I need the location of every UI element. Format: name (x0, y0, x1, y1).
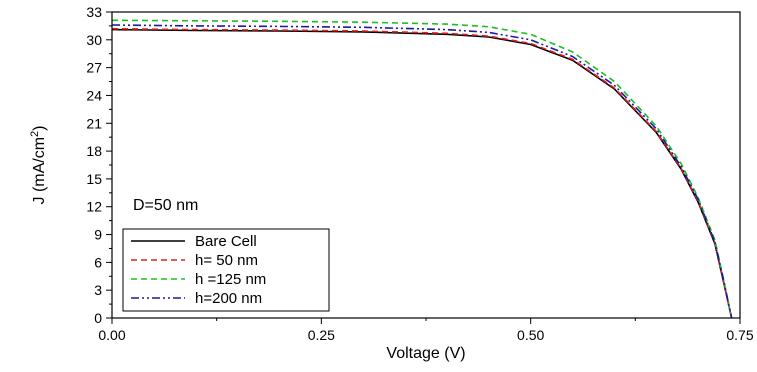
x-tick-label: 0.00 (98, 327, 125, 343)
legend-label-3: h =125 nm (195, 271, 266, 288)
x-tick-label: 0.25 (308, 327, 335, 343)
legend: Bare Cell h= 50 nm h =125 nm h=200 nm (122, 228, 330, 312)
y-tick-label: 24 (86, 87, 102, 103)
y-axis-title-superscript: 2 (29, 131, 41, 137)
x-tick-label: 0.50 (517, 327, 544, 343)
y-tick-label: 27 (86, 60, 102, 76)
legend-label-4: h=200 nm (195, 290, 262, 307)
y-tick-label: 3 (94, 282, 102, 298)
y-tick-label: 21 (86, 115, 102, 131)
y-tick-label: 0 (94, 310, 102, 326)
series-line-3 (111, 19, 733, 319)
y-axis-ticks: 0 3 6 9 12 15 18 21 24 27 30 33 (86, 4, 112, 326)
y-axis-title: J (mA/cm2) (29, 126, 48, 205)
legend-label-1: Bare Cell (195, 233, 257, 250)
y-tick-label: 18 (86, 143, 102, 159)
y-axis-title-main: J (mA/cm (31, 137, 48, 205)
y-tick-label: 12 (86, 199, 102, 215)
series-line-4 (111, 24, 733, 319)
series-layer (111, 19, 733, 319)
y-tick-label: 6 (94, 254, 102, 270)
y-axis-title-close: ) (31, 126, 48, 131)
series-line-2 (111, 27, 733, 319)
y-tick-label: 33 (86, 4, 102, 20)
annotation-diameter: D=50 nm (133, 197, 198, 214)
x-axis-ticks: 0.00 0.25 0.50 0.75 (98, 318, 754, 343)
x-axis-title: Voltage (V) (386, 345, 465, 362)
svg-text:J (mA/cm2): J (mA/cm2) (29, 126, 48, 205)
y-tick-label: 30 (86, 32, 102, 48)
y-tick-label: 15 (86, 171, 102, 187)
x-tick-label: 0.75 (726, 327, 753, 343)
legend-label-2: h= 50 nm (195, 252, 258, 269)
y-tick-label: 9 (94, 227, 102, 243)
